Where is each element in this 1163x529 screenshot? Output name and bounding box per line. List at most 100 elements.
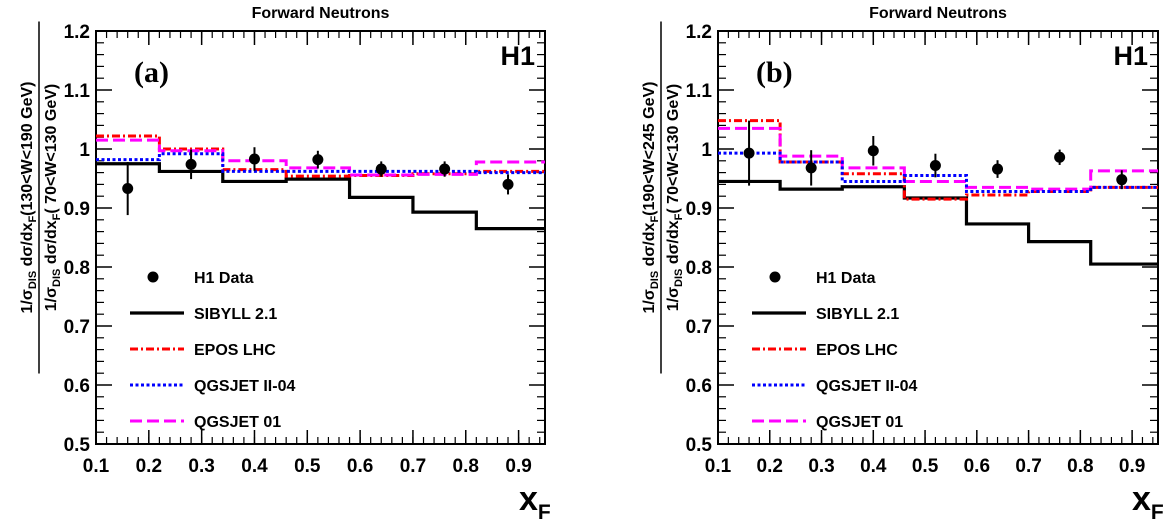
legend-marker-data [769, 271, 781, 283]
experiment-label: H1 [1113, 41, 1148, 71]
series-qgsjet-01 [718, 126, 1158, 191]
data-point [502, 178, 514, 190]
data-point [805, 162, 817, 174]
y-tick-label: 1.1 [64, 81, 91, 102]
label-part: dσ/dx [43, 220, 60, 268]
data-point [375, 163, 387, 175]
legend-label: QGSJET II-04 [194, 378, 295, 395]
x-tick-label: 0.7 [1015, 456, 1041, 477]
label-part: dσ/dx [641, 222, 658, 270]
series-sibyll-2-1 [718, 179, 1158, 266]
legend: H1 Data SIBYLL 2.1 EPOS LHC QGSJET II-04 QGS… [752, 270, 917, 431]
panel-label: (a) [134, 56, 169, 89]
legend-label: QGSJET 01 [194, 414, 281, 431]
y-tick-label: 0.6 [64, 376, 90, 397]
legend-label: EPOS LHC [816, 342, 898, 359]
x-tick-label: 0.9 [1119, 456, 1145, 477]
y-tick-label: 1 [701, 140, 712, 161]
data-point [122, 183, 134, 195]
label-part: (190<W<245 GeV) [641, 82, 658, 216]
y-tick-label: 0.6 [686, 376, 712, 397]
label-part: DIS [673, 269, 685, 287]
x-tick-label: 0.6 [347, 456, 373, 477]
x-tick-label: 0.9 [505, 456, 531, 477]
y-tick-label: 0.5 [686, 435, 713, 456]
chart-panel-b: Forward Neutrons 0.5 0.6 0.7 0.8 0.9 1 1.1 1.2 0.… [641, 5, 1163, 524]
data-point [929, 160, 941, 172]
y-label-denominator: 1/σDIS dσ/dxF( 70<W<130 GeV) [43, 84, 63, 312]
label-part: DIS [649, 271, 661, 289]
y-label-numerator: 1/σDIS dσ/dxF(130<W<190 GeV) [19, 82, 39, 314]
label-part: F [1151, 501, 1163, 524]
label-part: F [649, 216, 661, 223]
data-point [1054, 151, 1066, 163]
plot-frame [717, 30, 1159, 445]
data-point [439, 163, 451, 175]
panel-label: (b) [756, 56, 793, 89]
x-tick-label: 0.2 [757, 456, 783, 477]
legend-label: EPOS LHC [194, 342, 276, 359]
x-tick-label: 0.1 [83, 456, 110, 477]
plot-frame [95, 30, 546, 445]
y-tick-label: 0.9 [686, 199, 712, 220]
y-tick-label: 1.2 [686, 22, 712, 43]
x-tick-label: 0.4 [241, 456, 268, 477]
label-part: F [673, 213, 685, 220]
label-part: 1/σ [43, 287, 60, 311]
series-qgsjet-ii-04 [718, 151, 1158, 193]
data-point [248, 153, 260, 165]
label-part: ( 70<W<130 GeV) [43, 84, 60, 214]
data-point [743, 147, 755, 159]
x-tick-label: 0.6 [964, 456, 990, 477]
x-tick-label: 0.8 [1067, 456, 1093, 477]
label-part: 1/σ [641, 289, 658, 313]
y-tick-label: 1.2 [64, 22, 90, 43]
x-axis-label: xF [1132, 480, 1163, 524]
x-tick-label: 0.8 [453, 456, 479, 477]
series-sibyll-2-1 [96, 162, 545, 231]
legend-label: QGSJET II-04 [816, 378, 917, 395]
x-tick-label: 0.5 [294, 456, 321, 477]
legend-label: QGSJET 01 [816, 414, 903, 431]
y-tick-label: 1.1 [686, 81, 713, 102]
data-point [867, 145, 879, 157]
legend-label: SIBYLL 2.1 [194, 306, 277, 323]
y-tick-label: 0.7 [686, 317, 712, 338]
label-part: (130<W<190 GeV) [19, 82, 36, 216]
x-tick-label: 0.5 [912, 456, 939, 477]
label-part: x [519, 480, 538, 518]
x-tick-label: 0.3 [808, 456, 834, 477]
legend-label: SIBYLL 2.1 [816, 306, 899, 323]
label-part: dσ/dx [19, 222, 36, 270]
label-part: dσ/dx [665, 220, 682, 268]
y-label-numerator: 1/σDIS dσ/dxF(190<W<245 GeV) [641, 82, 661, 314]
label-part: 1/σ [665, 287, 682, 311]
y-tick-label: 0.7 [64, 317, 90, 338]
legend-marker-data [147, 271, 159, 283]
x-axis-label: xF [519, 480, 551, 524]
legend-label: H1 Data [194, 270, 254, 287]
y-tick-label: 0.8 [686, 258, 712, 279]
label-part: x [1132, 480, 1151, 518]
label-part: F [27, 216, 39, 223]
experiment-label: H1 [500, 41, 535, 71]
label-part: DIS [27, 271, 39, 289]
series-qgsjet-ii-04 [96, 152, 545, 175]
y-label-denominator: 1/σDIS dσ/dxF( 70<W<130 GeV) [665, 84, 685, 312]
y-axis-label: 1/σDIS dσ/dxF(190<W<245 GeV)1/σDIS dσ/dx… [641, 21, 685, 374]
label-part: F [538, 501, 551, 524]
data-point [1116, 174, 1128, 186]
y-tick-label: 0.9 [64, 199, 90, 220]
x-tick-label: 0.1 [705, 456, 732, 477]
x-tick-label: 0.3 [188, 456, 214, 477]
y-tick-label: 0.8 [64, 258, 90, 279]
label-part: F [51, 213, 63, 220]
legend-label: H1 Data [816, 270, 876, 287]
x-tick-label: 0.4 [860, 456, 887, 477]
chart-title: Forward Neutrons [869, 5, 1007, 22]
label-part: DIS [51, 269, 63, 287]
chart-title: Forward Neutrons [252, 5, 390, 22]
data-point [312, 154, 324, 166]
chart-panel-a: Forward Neutrons 0.5 0.6 0.7 0.8 0.9 1 1.1 1.2 0.… [19, 5, 551, 524]
